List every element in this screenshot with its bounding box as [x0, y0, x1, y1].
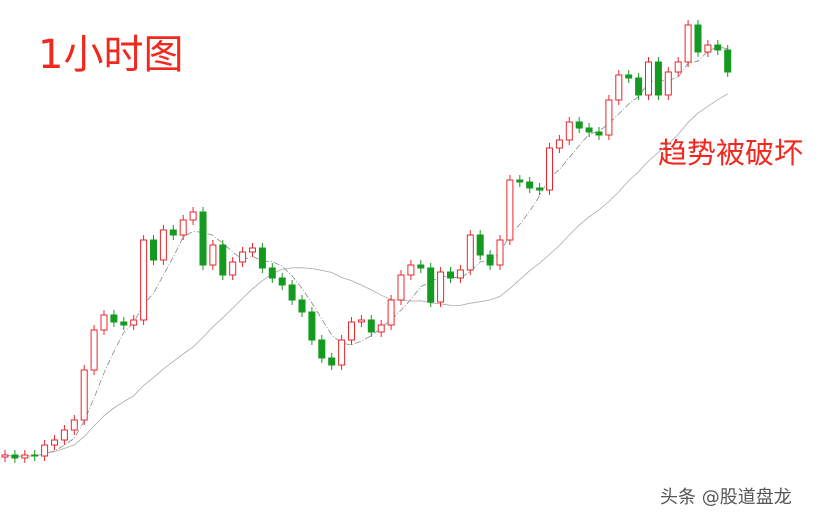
candle-body: [536, 187, 544, 191]
candle-body: [21, 454, 29, 459]
candle-body: [645, 61, 652, 96]
candle-body: [179, 219, 187, 236]
candle-body: [31, 454, 39, 457]
candle-body: [605, 99, 613, 136]
candle-body: [110, 314, 118, 323]
candle-body: [11, 454, 19, 459]
candle-body: [1, 454, 9, 458]
candle-body: [615, 74, 623, 101]
annotation: 趋势被破坏: [658, 136, 803, 170]
candle-body: [367, 319, 375, 333]
candle-body: [249, 247, 256, 253]
candle-body: [417, 264, 425, 269]
candle-body: [41, 444, 49, 457]
candle-body: [704, 44, 712, 53]
candle-body: [120, 321, 128, 326]
chart-title: 1小时图: [38, 32, 183, 78]
candle-body: [585, 127, 593, 133]
candle-body: [555, 139, 563, 149]
candle-body: [298, 299, 306, 313]
candle-body: [159, 229, 167, 261]
candle-body: [258, 247, 266, 269]
candle-body: [714, 44, 722, 51]
candle-body: [348, 321, 355, 341]
watermark: 头条 @股道盘龙: [660, 487, 792, 508]
candle-body: [674, 61, 682, 73]
candle-body: [229, 261, 237, 276]
candle-body: [486, 254, 494, 266]
candle-body: [130, 319, 138, 326]
candle-body: [219, 244, 227, 276]
candle-body: [526, 181, 534, 189]
candle-body: [308, 311, 316, 341]
candle-body: [654, 61, 662, 96]
candle-body: [466, 234, 474, 271]
candle-body: [516, 179, 524, 183]
candle-body: [357, 319, 365, 323]
candle-body: [595, 131, 603, 136]
candle-body: [377, 324, 385, 333]
candle-body: [268, 267, 276, 279]
candle-body: [318, 339, 326, 359]
candle-body: [694, 24, 702, 53]
candle-body: [199, 211, 207, 266]
candle-body: [684, 24, 692, 63]
candle-body: [150, 239, 157, 261]
candle-body: [169, 229, 177, 236]
candle-body: [387, 299, 395, 326]
candle-body: [140, 239, 148, 321]
ma-line: [4, 93, 728, 457]
candle-body: [100, 314, 108, 331]
candle-body: [496, 239, 504, 266]
ma-line: [4, 46, 728, 457]
candle-body: [575, 121, 583, 129]
candle-body: [635, 77, 643, 96]
candle-body: [506, 179, 514, 241]
candle-body: [288, 284, 296, 301]
candle-body: [51, 439, 58, 446]
candle-body: [664, 71, 672, 96]
candle-body: [338, 339, 346, 366]
candle-body: [70, 419, 78, 431]
candle-body: [80, 369, 88, 421]
candle-body: [278, 277, 286, 286]
candle-body: [546, 147, 553, 191]
candle-body: [60, 429, 68, 441]
candle-body: [209, 244, 217, 266]
candle-body: [565, 121, 573, 141]
candle-body: [724, 49, 732, 73]
candle-body: [239, 251, 247, 263]
candle-body: [437, 271, 445, 303]
candle-body: [397, 274, 405, 301]
candle-body: [90, 329, 98, 371]
candle-body: [456, 269, 464, 279]
candle-body: [447, 271, 454, 279]
candle-body: [427, 267, 435, 303]
candle-body: [625, 74, 633, 79]
candle-body: [476, 234, 484, 256]
candle-body: [407, 264, 415, 276]
candle-body: [328, 357, 336, 366]
candle-body: [189, 211, 197, 221]
